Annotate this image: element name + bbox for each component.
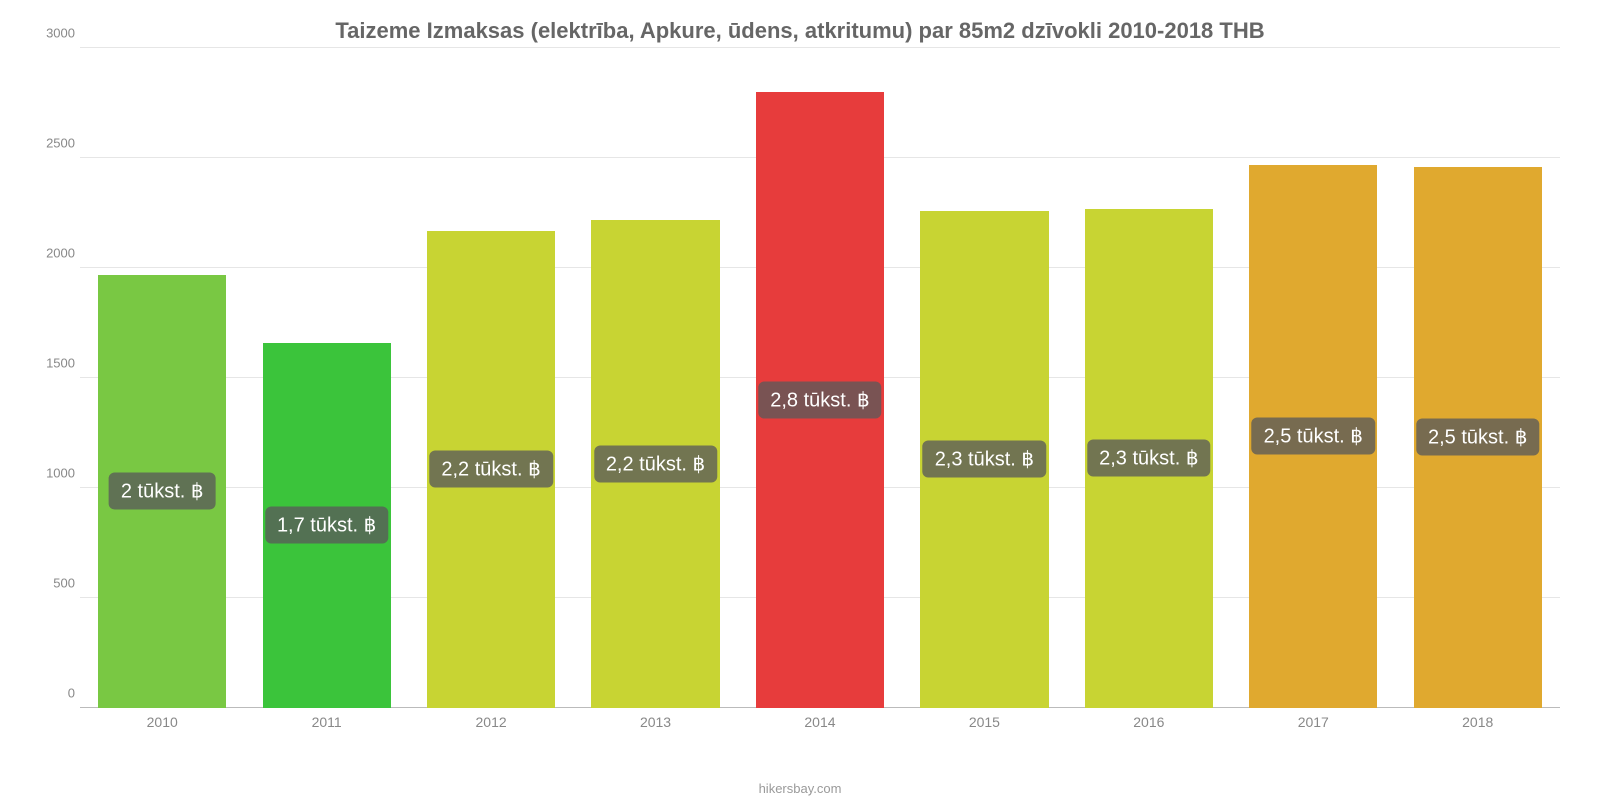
bar: 2 tūkst. ฿ (98, 275, 226, 708)
x-axis-labels: 201020112012201320142015201620172018 (80, 708, 1560, 738)
x-tick-label: 2016 (1067, 708, 1231, 738)
x-tick-label: 2012 (409, 708, 573, 738)
bar-slot: 2,5 tūkst. ฿ (1396, 48, 1560, 708)
x-tick-label: 2011 (244, 708, 408, 738)
bar-value-label: 2,3 tūkst. ฿ (1087, 440, 1210, 477)
x-tick-label: 2017 (1231, 708, 1395, 738)
bar: 2,5 tūkst. ฿ (1249, 165, 1377, 708)
bar-value-label: 2,2 tūkst. ฿ (594, 445, 717, 482)
y-tick-label: 2500 (30, 136, 75, 151)
bar-slot: 2,2 tūkst. ฿ (573, 48, 737, 708)
bar-value-label: 2,5 tūkst. ฿ (1416, 419, 1539, 456)
bar-value-label: 2,3 tūkst. ฿ (923, 441, 1046, 478)
bar-slot: 2 tūkst. ฿ (80, 48, 244, 708)
y-tick-label: 1000 (30, 466, 75, 481)
bar: 2,3 tūkst. ฿ (1085, 209, 1213, 708)
bar-slot: 2,3 tūkst. ฿ (1067, 48, 1231, 708)
bar: 2,5 tūkst. ฿ (1414, 167, 1542, 708)
x-tick-label: 2010 (80, 708, 244, 738)
chart-container: Taizeme Izmaksas (elektrība, Apkure, ūde… (0, 0, 1600, 800)
bars-layer: 2 tūkst. ฿ 1,7 tūkst. ฿ 2,2 tūkst. ฿ 2,2 tū… (80, 48, 1560, 708)
y-tick-label: 1500 (30, 356, 75, 371)
bar: 2,3 tūkst. ฿ (920, 211, 1048, 708)
y-tick-label: 2000 (30, 246, 75, 261)
bar-slot: 2,8 tūkst. ฿ (738, 48, 902, 708)
bar-slot: 2,3 tūkst. ฿ (902, 48, 1066, 708)
bar-value-label: 1,7 tūkst. ฿ (265, 507, 388, 544)
plot-area: 050010001500200025003000 2 tūkst. ฿1,7 t… (80, 48, 1560, 738)
x-tick-label: 2015 (902, 708, 1066, 738)
bar-value-label: 2,8 tūkst. ฿ (758, 382, 881, 419)
bar-value-label: 2,5 tūkst. ฿ (1252, 418, 1375, 455)
y-tick-label: 500 (30, 576, 75, 591)
bar-value-label: 2,2 tūkst. ฿ (429, 451, 552, 488)
bar-slot: 1,7 tūkst. ฿ (244, 48, 408, 708)
x-tick-label: 2014 (738, 708, 902, 738)
bar-value-label: 2 tūkst. ฿ (109, 473, 216, 510)
chart-title: Taizeme Izmaksas (elektrība, Apkure, ūde… (20, 10, 1580, 48)
chart-source: hikersbay.com (0, 781, 1600, 796)
bar: 2,2 tūkst. ฿ (591, 220, 719, 708)
y-tick-label: 0 (30, 686, 75, 701)
bar: 2,8 tūkst. ฿ (756, 92, 884, 708)
x-tick-label: 2013 (573, 708, 737, 738)
bar-slot: 2,5 tūkst. ฿ (1231, 48, 1395, 708)
bar: 2,2 tūkst. ฿ (427, 231, 555, 708)
x-tick-label: 2018 (1396, 708, 1560, 738)
bar: 1,7 tūkst. ฿ (263, 343, 391, 708)
bar-slot: 2,2 tūkst. ฿ (409, 48, 573, 708)
y-tick-label: 3000 (30, 26, 75, 41)
